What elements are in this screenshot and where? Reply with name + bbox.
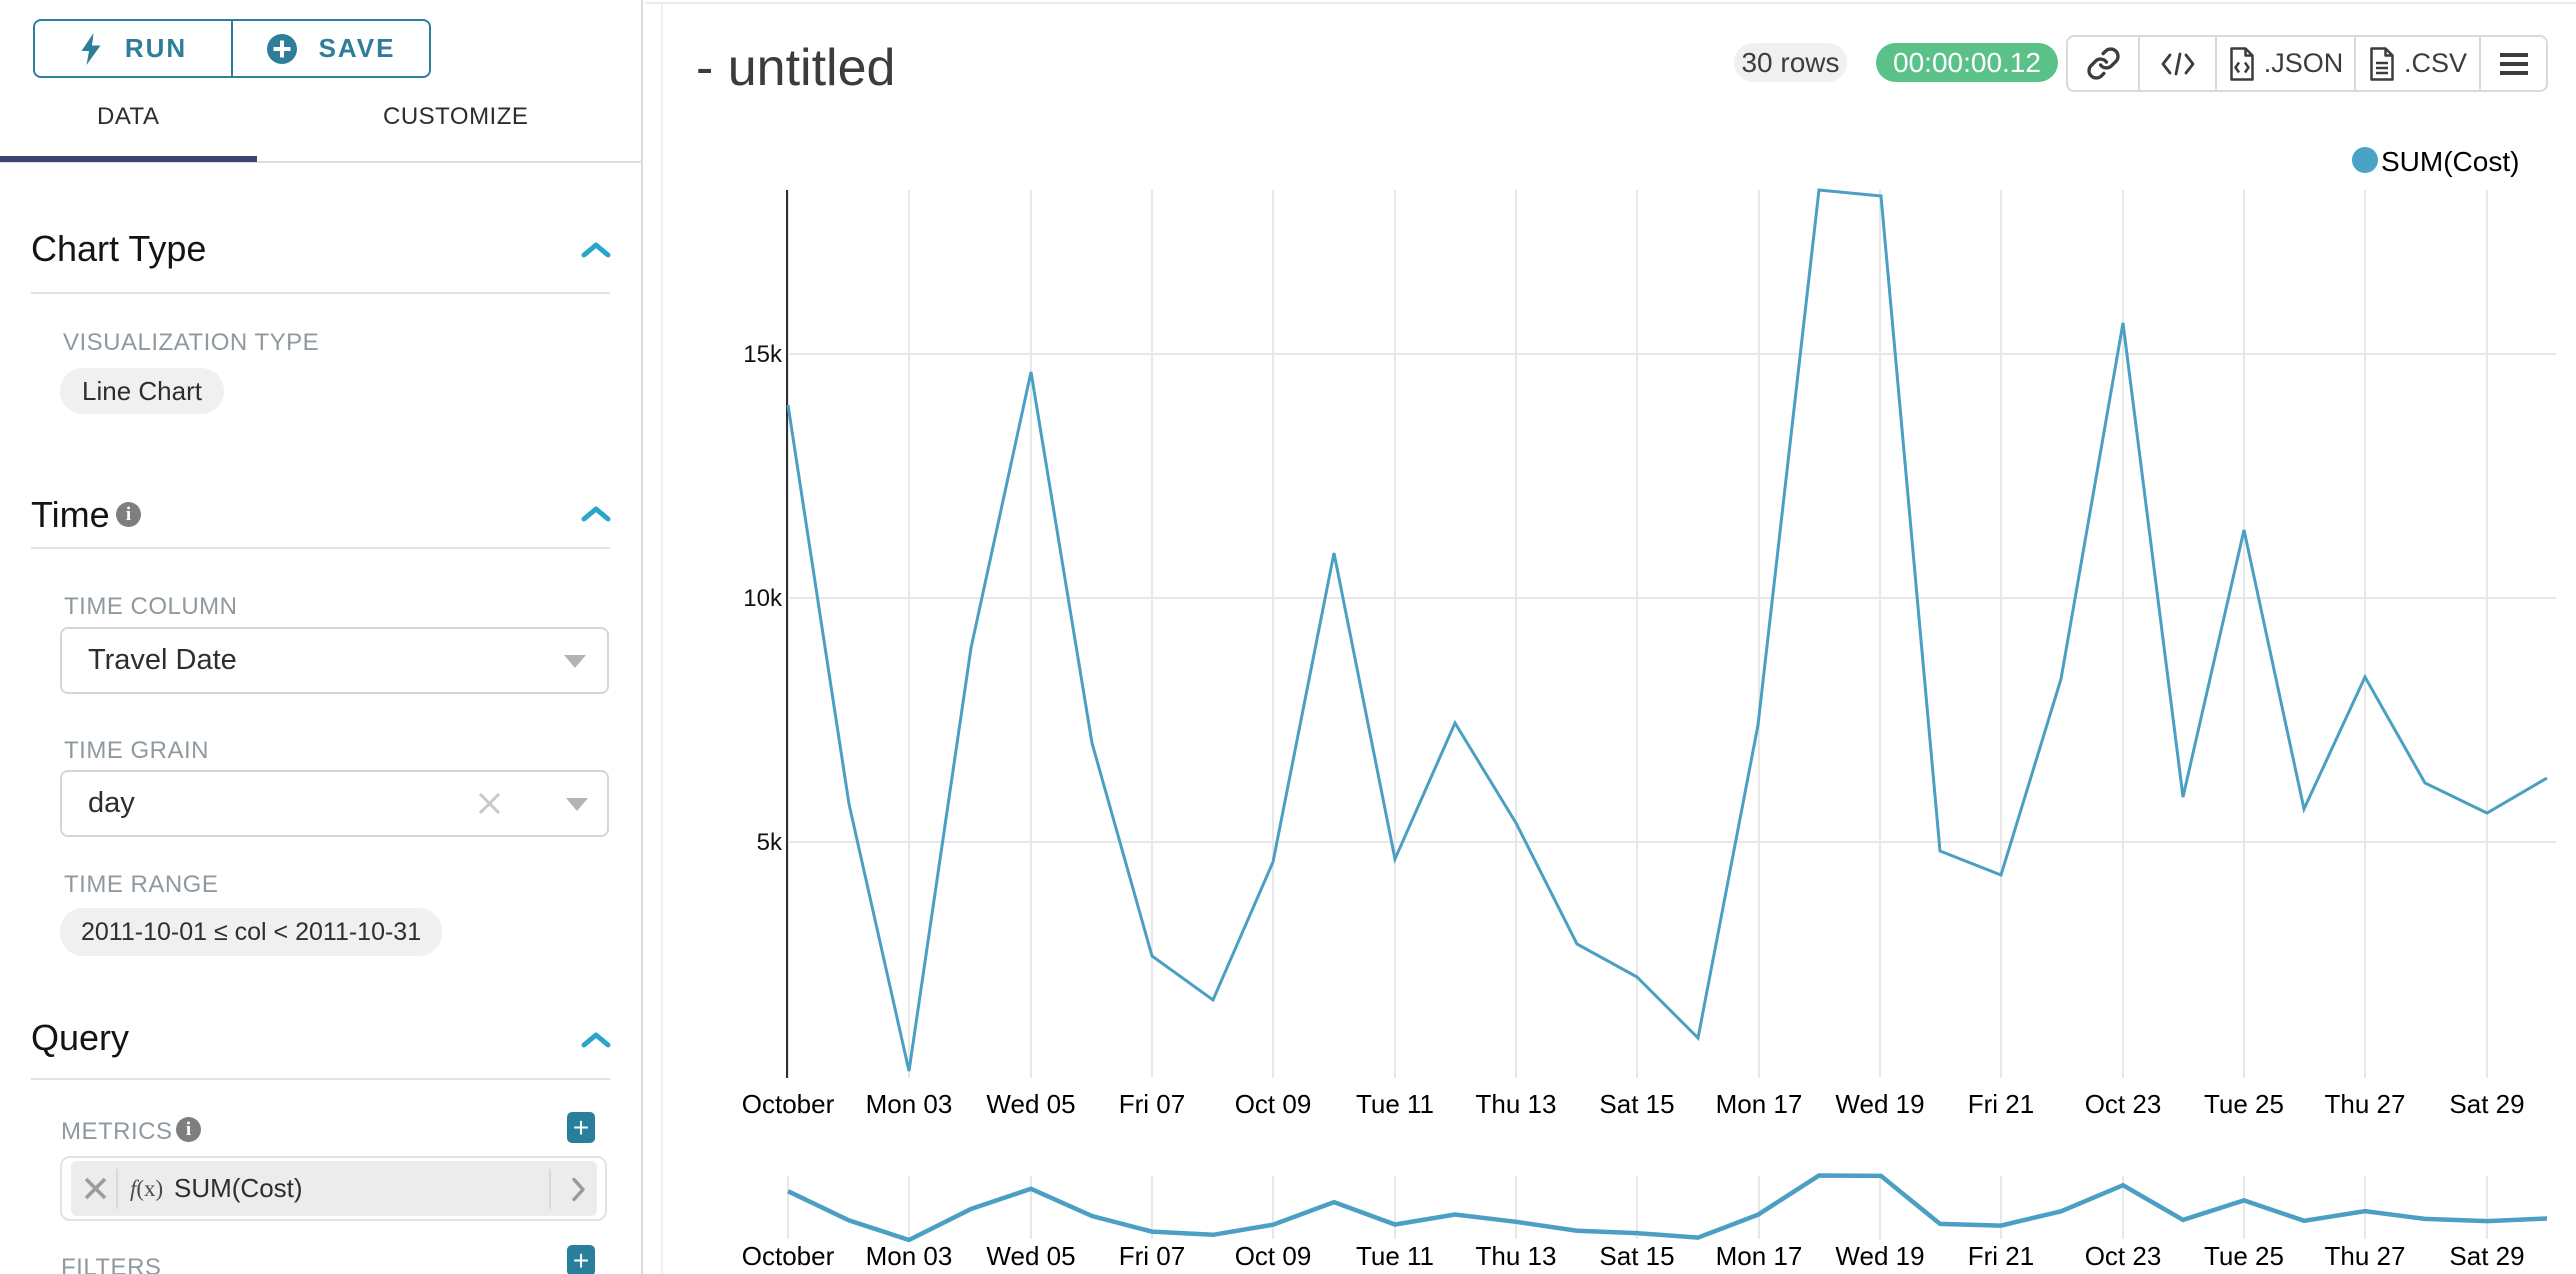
svg-text:Thu 13: Thu 13 [1476, 1241, 1557, 1271]
svg-text:Tue 25: Tue 25 [2204, 1241, 2284, 1271]
svg-text:Mon 17: Mon 17 [1716, 1089, 1803, 1119]
svg-text:Wed 05: Wed 05 [986, 1089, 1075, 1119]
svg-text:Tue 25: Tue 25 [2204, 1089, 2284, 1119]
svg-text:Mon 17: Mon 17 [1716, 1241, 1803, 1271]
svg-text:Mon 03: Mon 03 [866, 1089, 953, 1119]
svg-text:Wed 19: Wed 19 [1835, 1241, 1924, 1271]
svg-text:Wed 05: Wed 05 [986, 1241, 1075, 1271]
svg-text:Thu 27: Thu 27 [2325, 1241, 2406, 1271]
svg-text:Tue 11: Tue 11 [1356, 1241, 1434, 1271]
svg-text:Sat 29: Sat 29 [2449, 1089, 2524, 1119]
svg-text:Fri 21: Fri 21 [1968, 1089, 2034, 1119]
svg-text:Mon 03: Mon 03 [866, 1241, 953, 1271]
svg-text:Fri 07: Fri 07 [1119, 1241, 1185, 1271]
svg-text:Oct 23: Oct 23 [2085, 1089, 2162, 1119]
svg-text:Fri 07: Fri 07 [1119, 1089, 1185, 1119]
svg-text:Sat 29: Sat 29 [2449, 1241, 2524, 1271]
svg-text:Thu 13: Thu 13 [1476, 1089, 1557, 1119]
svg-text:SUM(Cost): SUM(Cost) [2381, 146, 2519, 177]
svg-text:Fri 21: Fri 21 [1968, 1241, 2034, 1271]
svg-text:5k: 5k [757, 829, 783, 856]
svg-text:October: October [742, 1089, 835, 1119]
svg-text:October: October [742, 1241, 835, 1271]
svg-text:10k: 10k [743, 585, 783, 612]
svg-text:Wed 19: Wed 19 [1835, 1089, 1924, 1119]
svg-text:Sat 15: Sat 15 [1599, 1241, 1674, 1271]
svg-text:Oct 09: Oct 09 [1235, 1089, 1312, 1119]
svg-text:Thu 27: Thu 27 [2325, 1089, 2406, 1119]
svg-text:Tue 11: Tue 11 [1356, 1089, 1434, 1119]
svg-text:Sat 15: Sat 15 [1599, 1089, 1674, 1119]
svg-text:Oct 23: Oct 23 [2085, 1241, 2162, 1271]
svg-text:15k: 15k [743, 341, 783, 368]
svg-text:Oct 09: Oct 09 [1235, 1241, 1312, 1271]
